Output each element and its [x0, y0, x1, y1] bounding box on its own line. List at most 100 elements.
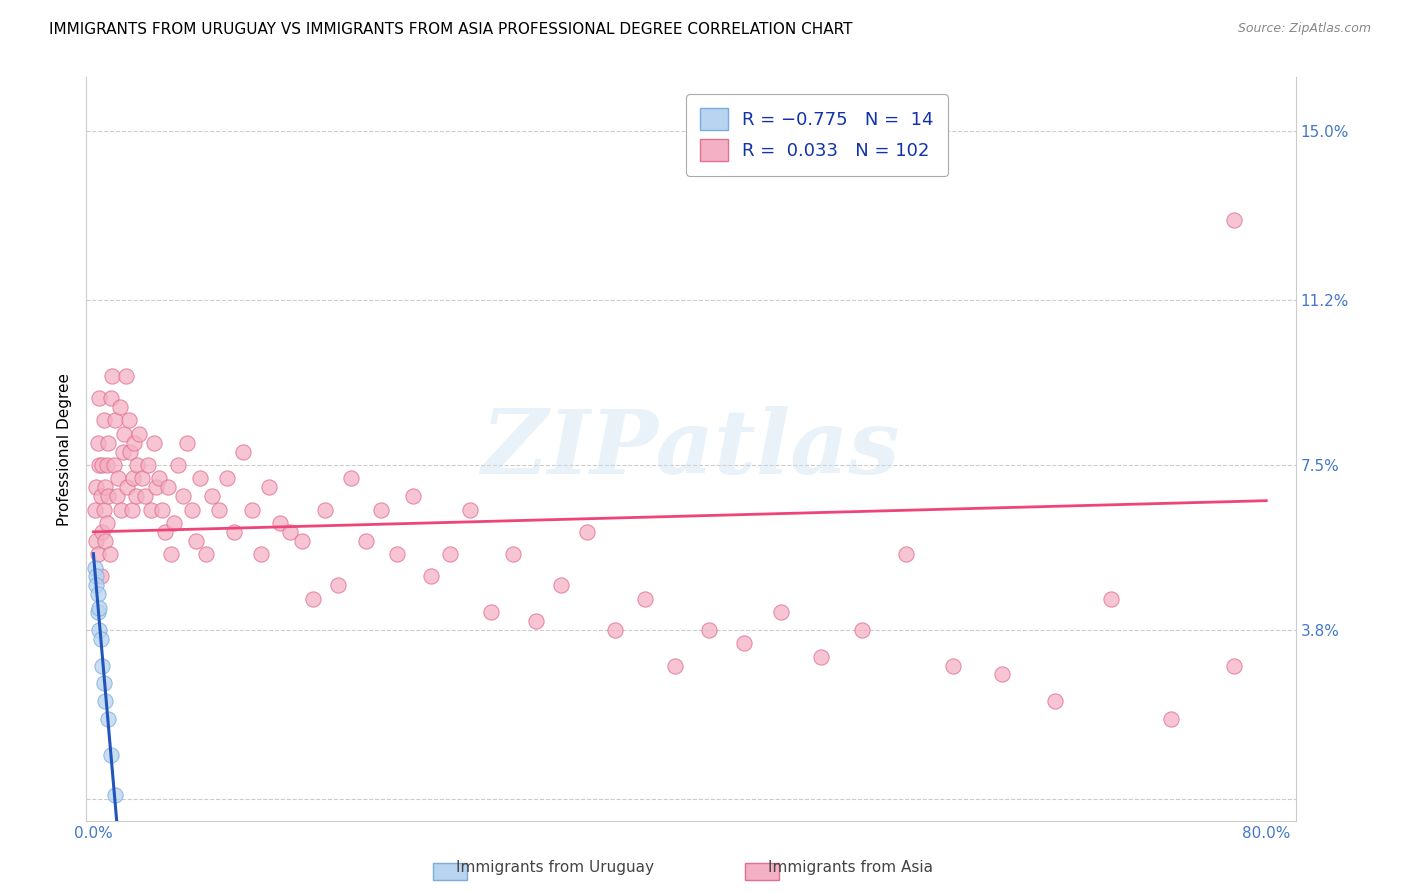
Point: [576, 524, 599, 539]
Point: [370, 502, 392, 516]
Point: [122, 471, 145, 485]
Point: [172, 489, 194, 503]
Point: [1160, 712, 1182, 726]
Point: [89, 458, 111, 472]
Point: [340, 471, 363, 485]
Point: [163, 516, 186, 530]
Point: [86, 578, 108, 592]
Legend: R = −0.775   N =  14, R =  0.033   N = 102: R = −0.775 N = 14, R = 0.033 N = 102: [686, 94, 948, 176]
Point: [176, 435, 198, 450]
Point: [142, 435, 165, 450]
Point: [91, 524, 114, 539]
Point: [87, 587, 110, 601]
Point: [269, 516, 291, 530]
Point: [145, 480, 167, 494]
Point: [201, 489, 224, 503]
Point: [94, 694, 117, 708]
Point: [93, 676, 115, 690]
Point: [167, 458, 190, 472]
Point: [240, 502, 263, 516]
Point: [83, 560, 105, 574]
Point: [100, 391, 122, 405]
Text: ZIPatlas: ZIPatlas: [482, 406, 900, 492]
Point: [810, 649, 832, 664]
Point: [894, 547, 917, 561]
Point: [89, 600, 111, 615]
Point: [1223, 658, 1246, 673]
Point: [98, 547, 121, 561]
Point: [278, 524, 301, 539]
Point: [215, 471, 238, 485]
Point: [110, 502, 132, 516]
Text: Immigrants from Uruguay: Immigrants from Uruguay: [457, 861, 654, 875]
Point: [550, 578, 572, 592]
Point: [124, 435, 146, 450]
Text: Source: ZipAtlas.com: Source: ZipAtlas.com: [1237, 22, 1371, 36]
Point: [249, 547, 271, 561]
Point: [385, 547, 408, 561]
Point: [118, 444, 141, 458]
Point: [851, 623, 873, 637]
Point: [97, 712, 120, 726]
Point: [127, 458, 149, 472]
Point: [125, 489, 148, 503]
Point: [89, 391, 111, 405]
Point: [111, 444, 134, 458]
Point: [733, 636, 755, 650]
Point: [150, 502, 173, 516]
Text: IMMIGRANTS FROM URUGUAY VS IMMIGRANTS FROM ASIA PROFESSIONAL DEGREE CORRELATION : IMMIGRANTS FROM URUGUAY VS IMMIGRANTS FR…: [49, 22, 852, 37]
Point: [93, 502, 115, 516]
Point: [633, 591, 655, 606]
Point: [439, 547, 461, 561]
Point: [87, 435, 110, 450]
Point: [524, 614, 547, 628]
Point: [302, 591, 325, 606]
Point: [89, 623, 111, 637]
Point: [224, 524, 246, 539]
Point: [86, 569, 108, 583]
Point: [115, 480, 138, 494]
Point: [479, 605, 502, 619]
Point: [354, 533, 377, 548]
Point: [290, 533, 312, 548]
Point: [1099, 591, 1122, 606]
Point: [128, 426, 150, 441]
Point: [90, 489, 112, 503]
Point: [104, 413, 127, 427]
Point: [259, 480, 281, 494]
Point: [96, 516, 118, 530]
Point: [605, 623, 627, 637]
Point: [419, 569, 441, 583]
Point: [941, 658, 963, 673]
Point: [87, 547, 110, 561]
Point: [90, 632, 112, 646]
Point: [314, 502, 336, 516]
Point: [101, 368, 124, 383]
Point: [83, 502, 105, 516]
Point: [131, 471, 153, 485]
Point: [104, 788, 127, 802]
Point: [160, 547, 183, 561]
Point: [91, 658, 114, 673]
Point: [96, 458, 118, 472]
Point: [93, 413, 115, 427]
Point: [232, 444, 254, 458]
Y-axis label: Professional Degree: Professional Degree: [58, 373, 72, 526]
Point: [90, 569, 112, 583]
Point: [117, 413, 139, 427]
Point: [134, 489, 156, 503]
Point: [328, 578, 350, 592]
Point: [86, 533, 108, 548]
Text: Immigrants from Asia: Immigrants from Asia: [768, 861, 934, 875]
Point: [190, 471, 212, 485]
Point: [94, 533, 117, 548]
Point: [87, 605, 110, 619]
Point: [121, 502, 143, 516]
Point: [502, 547, 524, 561]
Point: [769, 605, 792, 619]
Point: [105, 489, 128, 503]
Point: [148, 471, 170, 485]
Point: [1223, 213, 1246, 227]
Point: [458, 502, 481, 516]
Point: [991, 667, 1014, 681]
